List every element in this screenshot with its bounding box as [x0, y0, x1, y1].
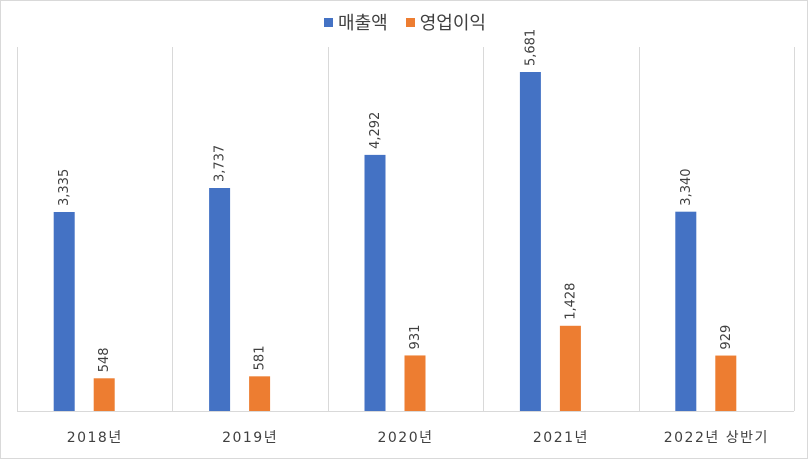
x-tick-label: 2022년 상반기 [664, 430, 769, 446]
data-label-operating-profit: 548 [97, 347, 112, 372]
x-tick-label: 2019년 [222, 430, 278, 446]
data-label-operating-profit: 1,428 [563, 283, 578, 320]
bar-operating-profit [559, 325, 581, 411]
x-tick-label: 2018년 [67, 430, 123, 446]
legend: 매출액 영업이익 [1, 9, 807, 35]
legend-item-sales: 매출액 [324, 9, 388, 35]
data-label-operating-profit: 929 [719, 325, 734, 350]
data-label-operating-profit: 931 [408, 325, 423, 350]
data-label-sales: 4,292 [368, 112, 383, 149]
bar-sales [519, 72, 541, 411]
x-tick-label: 2020년 [377, 430, 433, 446]
x-tick-label: 2021년 [533, 430, 589, 446]
bar-operating-profit [93, 378, 115, 411]
bar-operating-profit [404, 355, 426, 411]
legend-swatch-operating-profit [405, 17, 415, 27]
data-label-sales: 3,340 [679, 168, 694, 205]
legend-item-operating-profit: 영업이익 [405, 9, 486, 35]
legend-swatch-sales [324, 17, 334, 27]
bar-operating-profit [715, 355, 737, 411]
bar-sales [675, 211, 697, 411]
bar-sales [209, 188, 231, 411]
bar-sales [53, 211, 75, 411]
bar-sales [364, 154, 386, 411]
legend-label-operating-profit: 영업이익 [419, 13, 486, 34]
data-label-sales: 3,335 [57, 169, 72, 206]
data-label-sales: 3,737 [213, 145, 228, 182]
legend-label-sales: 매출액 [338, 13, 388, 34]
data-label-operating-profit: 581 [253, 346, 268, 371]
data-label-sales: 5,681 [523, 29, 538, 66]
bar-operating-profit [249, 376, 271, 411]
